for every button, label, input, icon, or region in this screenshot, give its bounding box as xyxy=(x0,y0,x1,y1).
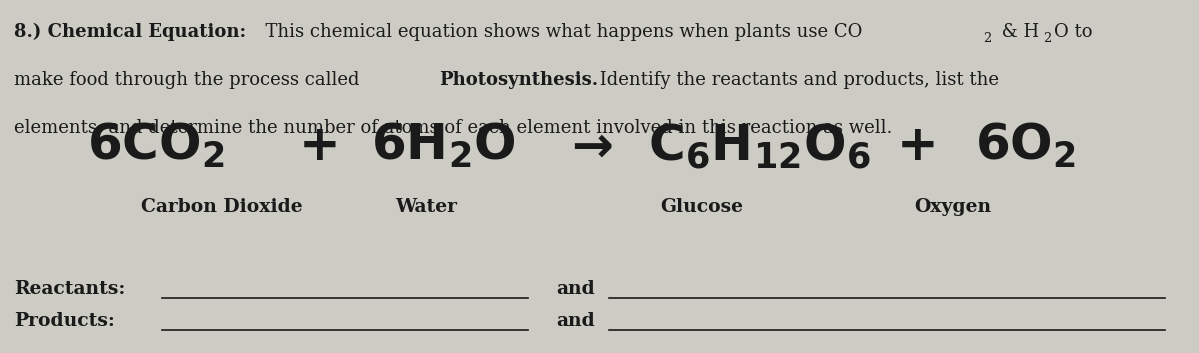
Text: 2: 2 xyxy=(1043,32,1052,46)
Text: Oxygen: Oxygen xyxy=(915,198,992,215)
Text: $\mathbf{C_6H_{12}O_6}$: $\mathbf{C_6H_{12}O_6}$ xyxy=(647,122,870,171)
Text: Photosynthesis.: Photosynthesis. xyxy=(439,71,598,89)
Text: O to: O to xyxy=(1054,23,1092,41)
Text: Carbon Dioxide: Carbon Dioxide xyxy=(141,198,302,215)
Text: This chemical equation shows what happens when plants use CO: This chemical equation shows what happen… xyxy=(254,23,862,41)
Text: $\mathbf{+}$: $\mathbf{+}$ xyxy=(896,122,934,171)
Text: and: and xyxy=(556,281,595,298)
Text: Glucose: Glucose xyxy=(659,198,743,215)
Text: Identify the reactants and products, list the: Identify the reactants and products, lis… xyxy=(594,71,999,89)
Text: $\mathbf{6CO_2}$: $\mathbf{6CO_2}$ xyxy=(88,122,224,171)
Text: $\mathbf{\rightarrow}$: $\mathbf{\rightarrow}$ xyxy=(562,122,613,171)
Text: Water: Water xyxy=(394,198,457,215)
Text: 2: 2 xyxy=(983,32,992,46)
Text: $\mathbf{6H_2O}$: $\mathbf{6H_2O}$ xyxy=(372,122,516,171)
Text: & H: & H xyxy=(996,23,1040,41)
Text: 8.) Chemical Equation:: 8.) Chemical Equation: xyxy=(14,23,247,41)
Text: and: and xyxy=(556,312,595,330)
Text: $\mathbf{6O_2}$: $\mathbf{6O_2}$ xyxy=(975,122,1076,171)
Text: make food through the process called: make food through the process called xyxy=(14,71,366,89)
Text: Products:: Products: xyxy=(14,312,115,330)
Text: $\mathbf{+}$: $\mathbf{+}$ xyxy=(299,122,337,171)
Text: elements, and determine the number of atoms of each element involved in this rea: elements, and determine the number of at… xyxy=(14,118,893,136)
Text: Reactants:: Reactants: xyxy=(14,281,126,298)
